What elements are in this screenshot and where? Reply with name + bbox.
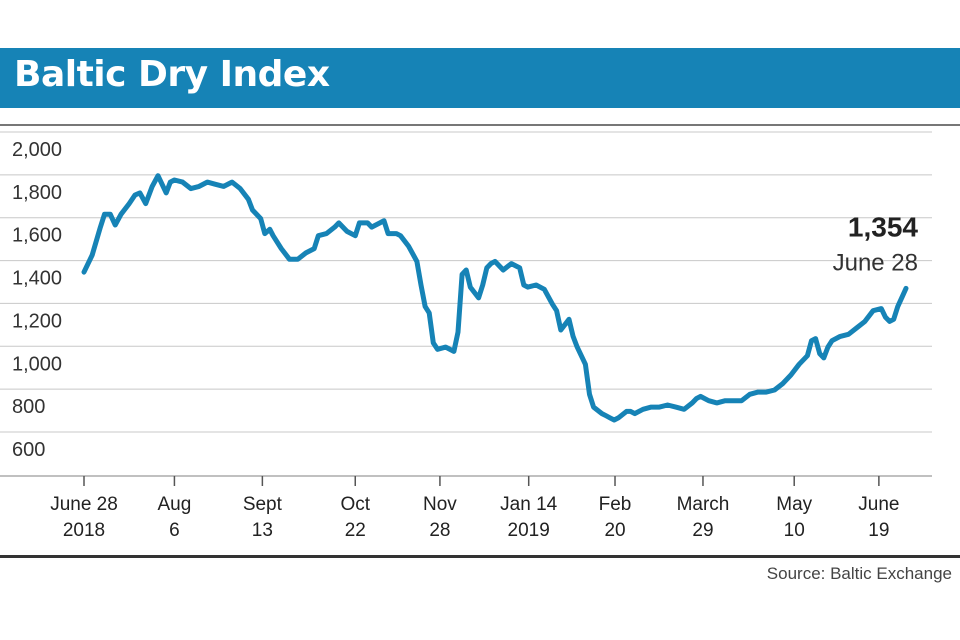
x-tick-label: Nov <box>423 494 457 515</box>
x-tick-label-line2: 13 <box>252 520 273 541</box>
x-tick-label: Aug <box>158 494 192 515</box>
y-tick-label: 1,800 <box>12 182 62 204</box>
x-tick-label-line2: 6 <box>169 520 180 541</box>
baltic-dry-index-chart: 600 800 1,000 1,200 1,400 1,600 1,800 2,000 June… <box>0 131 932 541</box>
x-tick-label: Sept <box>243 494 283 515</box>
y-tick-label: 800 <box>12 396 45 418</box>
x-tick-label-line2: 29 <box>692 520 713 541</box>
x-tick-label-line2: 2019 <box>508 520 550 541</box>
y-tick-label: 1,400 <box>12 268 62 290</box>
y-tick-label: 1,000 <box>12 353 62 375</box>
y-tick-label: 600 <box>12 439 45 461</box>
x-tick-label-line2: 28 <box>429 520 450 541</box>
chart-title: Baltic Dry Index <box>14 54 330 95</box>
annotation-date: June 28 <box>833 249 918 276</box>
y-tick-label: 1,200 <box>12 310 62 332</box>
source-note: Source: Baltic Exchange <box>766 564 952 583</box>
x-tick-label: June 28 <box>50 494 118 515</box>
y-tick-label: 1,600 <box>12 225 62 247</box>
top-rule <box>0 124 960 126</box>
x-tick-label-line2: 20 <box>604 520 625 541</box>
bottom-rule <box>0 555 960 558</box>
x-tick-label: Jan 14 <box>500 494 557 515</box>
x-tick-label: Feb <box>599 494 632 515</box>
x-tick-label-line2: 22 <box>345 520 366 541</box>
bdi-series-line <box>81 173 909 423</box>
x-tick-label: Oct <box>340 494 370 515</box>
title-bar: Baltic Dry Index <box>0 48 960 108</box>
annotation-value: 1,354 <box>848 211 918 242</box>
y-tick-label: 2,000 <box>12 139 62 161</box>
x-tick-label: May <box>776 494 812 515</box>
x-tick-label: March <box>677 494 730 515</box>
x-tick-label-line2: 10 <box>784 520 805 541</box>
x-tick-label-line2: 2018 <box>63 520 105 541</box>
x-tick-label-line2: 19 <box>868 520 889 541</box>
x-tick-label: June <box>858 494 899 515</box>
